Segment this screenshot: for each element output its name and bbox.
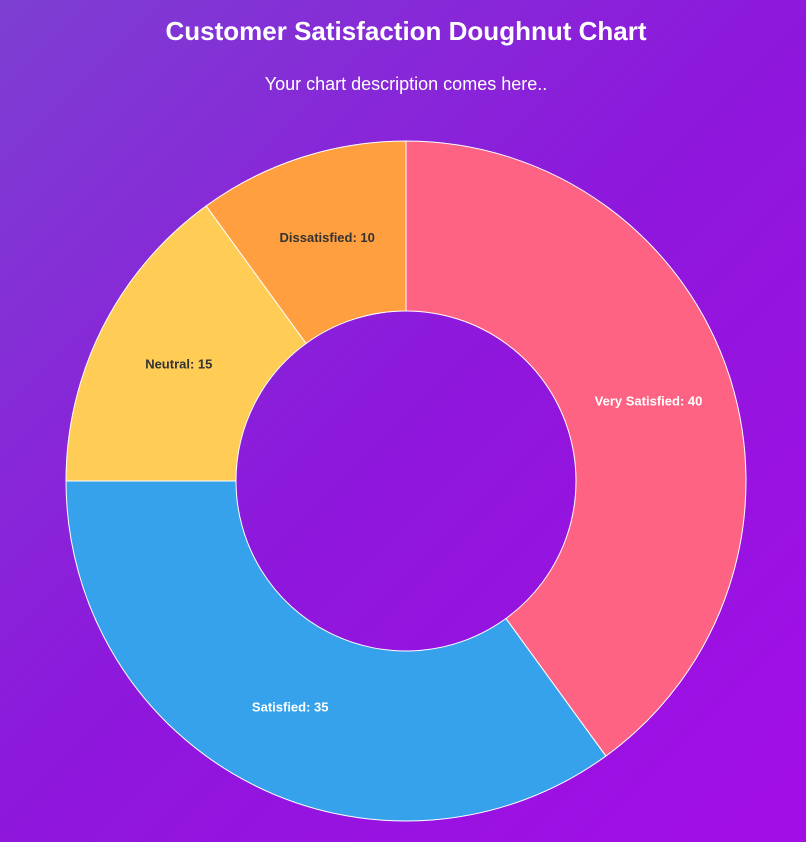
data-label: Satisfied: 35 (252, 700, 329, 715)
doughnut-segment (65, 480, 607, 822)
doughnut-segment (205, 140, 407, 345)
data-label: Neutral: 15 (145, 357, 212, 372)
data-label: Very Satisfied: 40 (595, 394, 703, 409)
chart-subtitle: Your chart description comes here.. (265, 74, 547, 94)
doughnut-segment (65, 205, 307, 482)
chart-title: Customer Satisfaction Doughnut Chart (165, 16, 646, 46)
data-label: Dissatisfied: 10 (280, 230, 375, 245)
doughnut-segment (405, 140, 747, 757)
